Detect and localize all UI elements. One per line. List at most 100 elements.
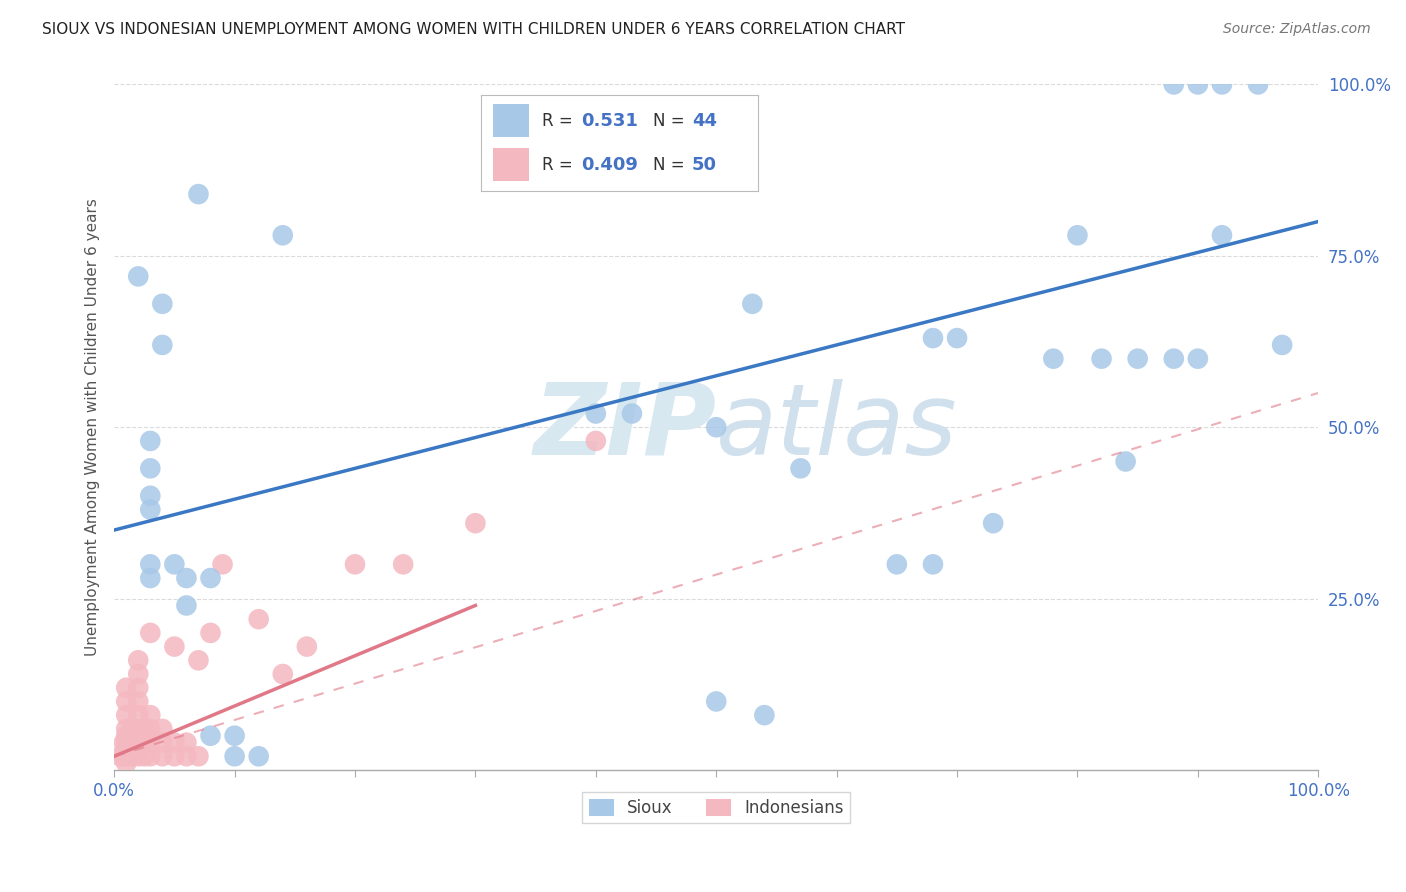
Point (163, 749, 186, 764)
Point (1042, 351, 1064, 366)
Point (115, 681, 138, 695)
Point (115, 756, 138, 771)
Point (187, 187, 209, 202)
Point (343, 558, 366, 572)
Point (108, 749, 131, 764)
Point (163, 735, 186, 749)
Point (176, 599, 198, 613)
Point (211, 558, 233, 572)
Point (704, 420, 727, 434)
Point (886, 558, 908, 572)
Point (585, 407, 607, 421)
Point (1211, 228, 1233, 243)
Text: SIOUX VS INDONESIAN UNEMPLOYMENT AMONG WOMEN WITH CHILDREN UNDER 6 YEARS CORRELA: SIOUX VS INDONESIAN UNEMPLOYMENT AMONG W… (42, 22, 905, 37)
Point (121, 722, 143, 736)
Point (115, 742, 138, 756)
Point (620, 407, 643, 421)
Point (139, 735, 162, 749)
Point (163, 640, 186, 654)
Point (1163, 351, 1185, 366)
Point (134, 749, 156, 764)
Point (1163, 78, 1185, 92)
Point (139, 434, 162, 448)
Point (115, 729, 138, 743)
Y-axis label: Unemployment Among Women with Children Under 6 years: Unemployment Among Women with Children U… (86, 198, 100, 657)
Point (295, 640, 318, 654)
Point (224, 749, 246, 764)
Point (127, 708, 149, 723)
Legend: Sioux, Indonesians: Sioux, Indonesians (582, 792, 851, 823)
Point (247, 749, 270, 764)
Point (127, 722, 149, 736)
Point (200, 571, 222, 585)
Point (464, 516, 486, 531)
Point (1211, 78, 1233, 92)
Point (187, 653, 209, 667)
Point (1126, 351, 1149, 366)
Point (176, 571, 198, 585)
Point (115, 708, 138, 723)
Point (1247, 78, 1270, 92)
Point (150, 297, 173, 311)
Point (585, 434, 607, 448)
Point (704, 694, 727, 708)
Point (139, 749, 162, 764)
Point (1187, 78, 1209, 92)
Point (115, 749, 138, 764)
Point (163, 558, 186, 572)
Point (922, 558, 945, 572)
Point (981, 516, 1004, 531)
Point (139, 708, 162, 723)
Point (1187, 351, 1209, 366)
Point (1115, 454, 1137, 468)
Point (150, 338, 173, 352)
Point (139, 502, 162, 516)
Point (134, 722, 156, 736)
Point (115, 694, 138, 708)
Point (139, 571, 162, 585)
Point (200, 626, 222, 640)
Point (139, 626, 162, 640)
Point (754, 708, 776, 723)
Point (150, 749, 173, 764)
Point (121, 749, 143, 764)
Point (271, 228, 294, 243)
Point (127, 694, 149, 708)
Point (150, 722, 173, 736)
Point (1090, 351, 1112, 366)
Point (224, 729, 246, 743)
Point (1066, 228, 1088, 243)
Text: ZIP: ZIP (533, 379, 716, 475)
Point (112, 735, 135, 749)
Point (789, 461, 811, 475)
Point (115, 735, 138, 749)
Point (741, 297, 763, 311)
Point (139, 489, 162, 503)
Point (127, 269, 149, 284)
Point (271, 667, 294, 681)
Text: atlas: atlas (716, 379, 957, 475)
Point (127, 667, 149, 681)
Point (946, 331, 969, 345)
Point (922, 331, 945, 345)
Point (112, 749, 135, 764)
Point (176, 735, 198, 749)
Point (139, 461, 162, 475)
Point (134, 735, 156, 749)
Point (127, 735, 149, 749)
Point (127, 749, 149, 764)
Point (127, 653, 149, 667)
Point (200, 729, 222, 743)
Point (115, 722, 138, 736)
Point (139, 722, 162, 736)
Point (121, 735, 143, 749)
Point (1271, 338, 1294, 352)
Point (127, 681, 149, 695)
Point (150, 735, 173, 749)
Point (139, 558, 162, 572)
Point (187, 749, 209, 764)
Point (392, 558, 415, 572)
Text: Source: ZipAtlas.com: Source: ZipAtlas.com (1223, 22, 1371, 37)
Point (247, 612, 270, 626)
Point (176, 749, 198, 764)
